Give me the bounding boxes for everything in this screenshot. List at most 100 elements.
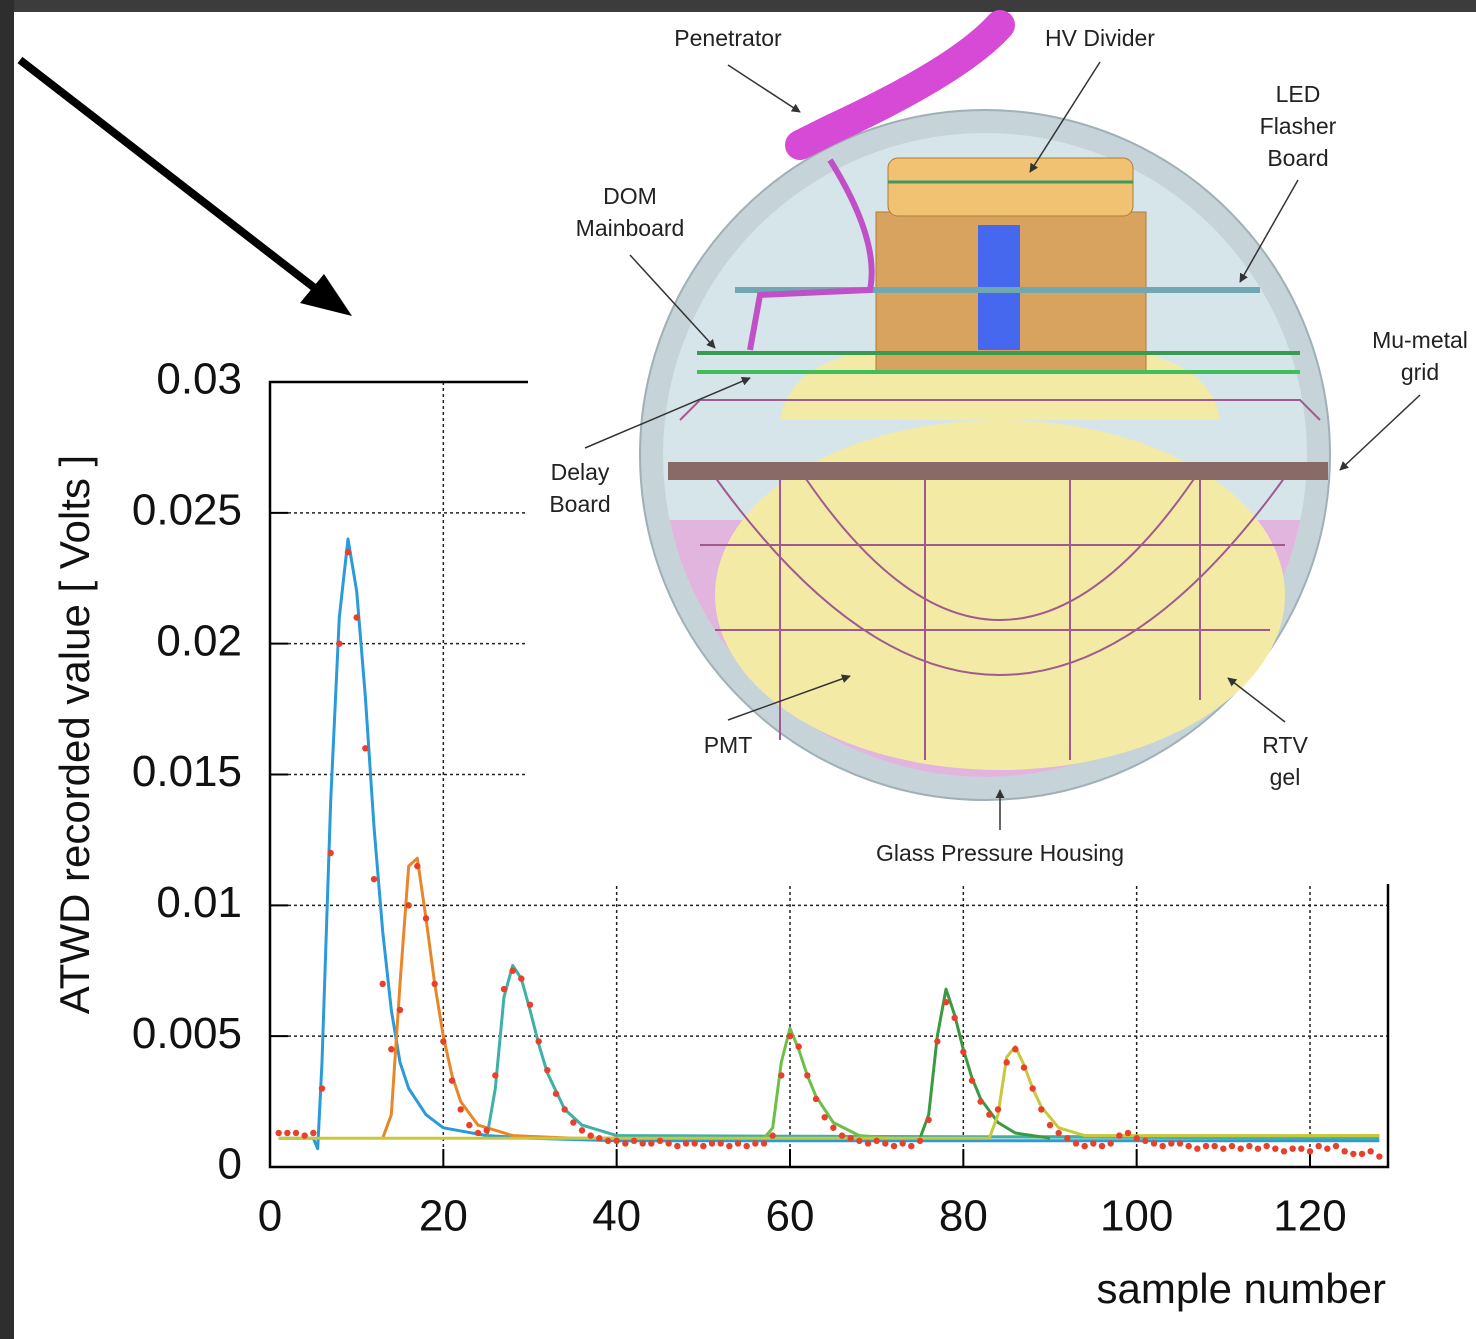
data-point bbox=[786, 1032, 794, 1040]
y-tick-label: 0.025 bbox=[132, 485, 242, 534]
diagram-label: Delay bbox=[551, 459, 610, 485]
data-point bbox=[682, 1140, 690, 1147]
data-point bbox=[483, 1127, 490, 1134]
data-point bbox=[1263, 1142, 1270, 1150]
top-strip bbox=[0, 0, 1476, 12]
data-point bbox=[414, 862, 421, 870]
data-point bbox=[726, 1142, 733, 1150]
data-point bbox=[587, 1132, 594, 1139]
data-point bbox=[440, 1038, 447, 1045]
data-point bbox=[656, 1137, 664, 1145]
left-strip bbox=[0, 0, 14, 1339]
data-point bbox=[1159, 1142, 1166, 1150]
data-point bbox=[1272, 1145, 1279, 1152]
data-point bbox=[674, 1142, 681, 1150]
data-point bbox=[899, 1140, 906, 1147]
data-point bbox=[873, 1137, 880, 1145]
data-point bbox=[1254, 1145, 1262, 1152]
data-point bbox=[353, 614, 360, 621]
data-point bbox=[1168, 1140, 1175, 1147]
mu-metal-band bbox=[668, 462, 1328, 480]
data-point bbox=[752, 1140, 759, 1147]
diagram-label: Glass Pressure Housing bbox=[876, 840, 1124, 866]
data-point bbox=[1228, 1142, 1236, 1150]
arrow-head bbox=[300, 274, 352, 316]
data-point bbox=[890, 1142, 898, 1150]
data-point bbox=[1090, 1140, 1097, 1147]
data-point bbox=[1341, 1148, 1348, 1155]
data-point bbox=[622, 1140, 629, 1147]
data-point bbox=[1211, 1142, 1218, 1150]
data-point bbox=[544, 1066, 551, 1074]
x-tick-label: 0 bbox=[258, 1192, 282, 1241]
data-point bbox=[908, 1142, 915, 1150]
data-point bbox=[431, 980, 438, 988]
data-point bbox=[1237, 1145, 1244, 1152]
diagram-label: Penetrator bbox=[674, 25, 782, 51]
x-tick-label: 100 bbox=[1100, 1192, 1173, 1241]
data-point bbox=[856, 1137, 863, 1145]
y-tick-label: 0.015 bbox=[132, 747, 242, 796]
data-point bbox=[275, 1129, 282, 1137]
data-point bbox=[812, 1095, 820, 1103]
diagram-label: gel bbox=[1270, 764, 1301, 790]
penetrator-cable bbox=[747, 158, 875, 351]
y-tick-label: 0.005 bbox=[132, 1009, 242, 1058]
diagram-label: LED bbox=[1276, 81, 1321, 107]
data-point bbox=[422, 915, 430, 922]
data-point bbox=[1298, 1145, 1305, 1152]
diagram-label: HV Divider bbox=[1045, 25, 1155, 51]
data-point bbox=[1358, 1150, 1366, 1158]
data-point bbox=[344, 548, 352, 556]
data-point bbox=[578, 1127, 586, 1134]
data-point bbox=[1142, 1137, 1149, 1145]
plot: 0 0.005 0.01 0.015 0.02 0.025 0.03 0 20 40 60 80 100… bbox=[51, 355, 1390, 1312]
data-point bbox=[734, 1140, 742, 1147]
diagram-label: Board bbox=[549, 491, 610, 517]
data-point bbox=[830, 1124, 837, 1131]
fit-curve bbox=[918, 987, 1051, 1140]
data-point bbox=[1332, 1142, 1340, 1150]
hv-divider-board bbox=[887, 157, 1134, 217]
y-tick-label: 0 bbox=[218, 1140, 242, 1189]
data-point bbox=[1150, 1140, 1158, 1147]
data-point bbox=[743, 1142, 750, 1150]
data-point bbox=[942, 998, 950, 1006]
data-point bbox=[509, 967, 516, 974]
leader-lines bbox=[584, 61, 1421, 830]
data-point bbox=[613, 1137, 620, 1145]
diagram-labels: Penetrator HV Divider LED Flasher Board DOM Ma… bbox=[549, 25, 1468, 866]
data-point bbox=[1367, 1148, 1374, 1155]
data-point bbox=[708, 1140, 716, 1147]
pmt-bulb bbox=[715, 420, 1285, 770]
data-point bbox=[1246, 1142, 1253, 1150]
data-point bbox=[474, 1129, 482, 1137]
data-point bbox=[1012, 1046, 1019, 1053]
data-point bbox=[821, 1114, 828, 1121]
data-point bbox=[492, 1072, 499, 1079]
data-point bbox=[1116, 1132, 1123, 1139]
data-point bbox=[457, 1106, 464, 1113]
data-point bbox=[1064, 1135, 1071, 1142]
data-point bbox=[318, 1085, 326, 1092]
data-point bbox=[778, 1072, 785, 1079]
x-axis-label: sample number bbox=[1097, 1265, 1386, 1312]
penetrator bbox=[785, 10, 1015, 160]
diagram-label: Mu-metal bbox=[1372, 327, 1468, 353]
data-point bbox=[301, 1132, 308, 1139]
diagram-label: grid bbox=[1401, 359, 1439, 385]
data-point bbox=[665, 1140, 672, 1147]
data-point bbox=[570, 1119, 577, 1126]
data-point bbox=[760, 1140, 768, 1147]
data-point bbox=[1202, 1142, 1210, 1150]
data-point bbox=[951, 1014, 958, 1022]
y-tick-label: 0.01 bbox=[156, 878, 242, 927]
data-point bbox=[500, 985, 508, 993]
x-tick-label: 60 bbox=[766, 1192, 815, 1241]
data-point bbox=[986, 1111, 993, 1118]
arrow-shaft bbox=[17, 56, 328, 300]
data-point bbox=[292, 1129, 300, 1137]
data-point bbox=[977, 1098, 984, 1105]
diagram-label: Mainboard bbox=[576, 215, 685, 241]
y-axis-label: ATWD recorded value [ Volts ] bbox=[51, 455, 98, 1014]
